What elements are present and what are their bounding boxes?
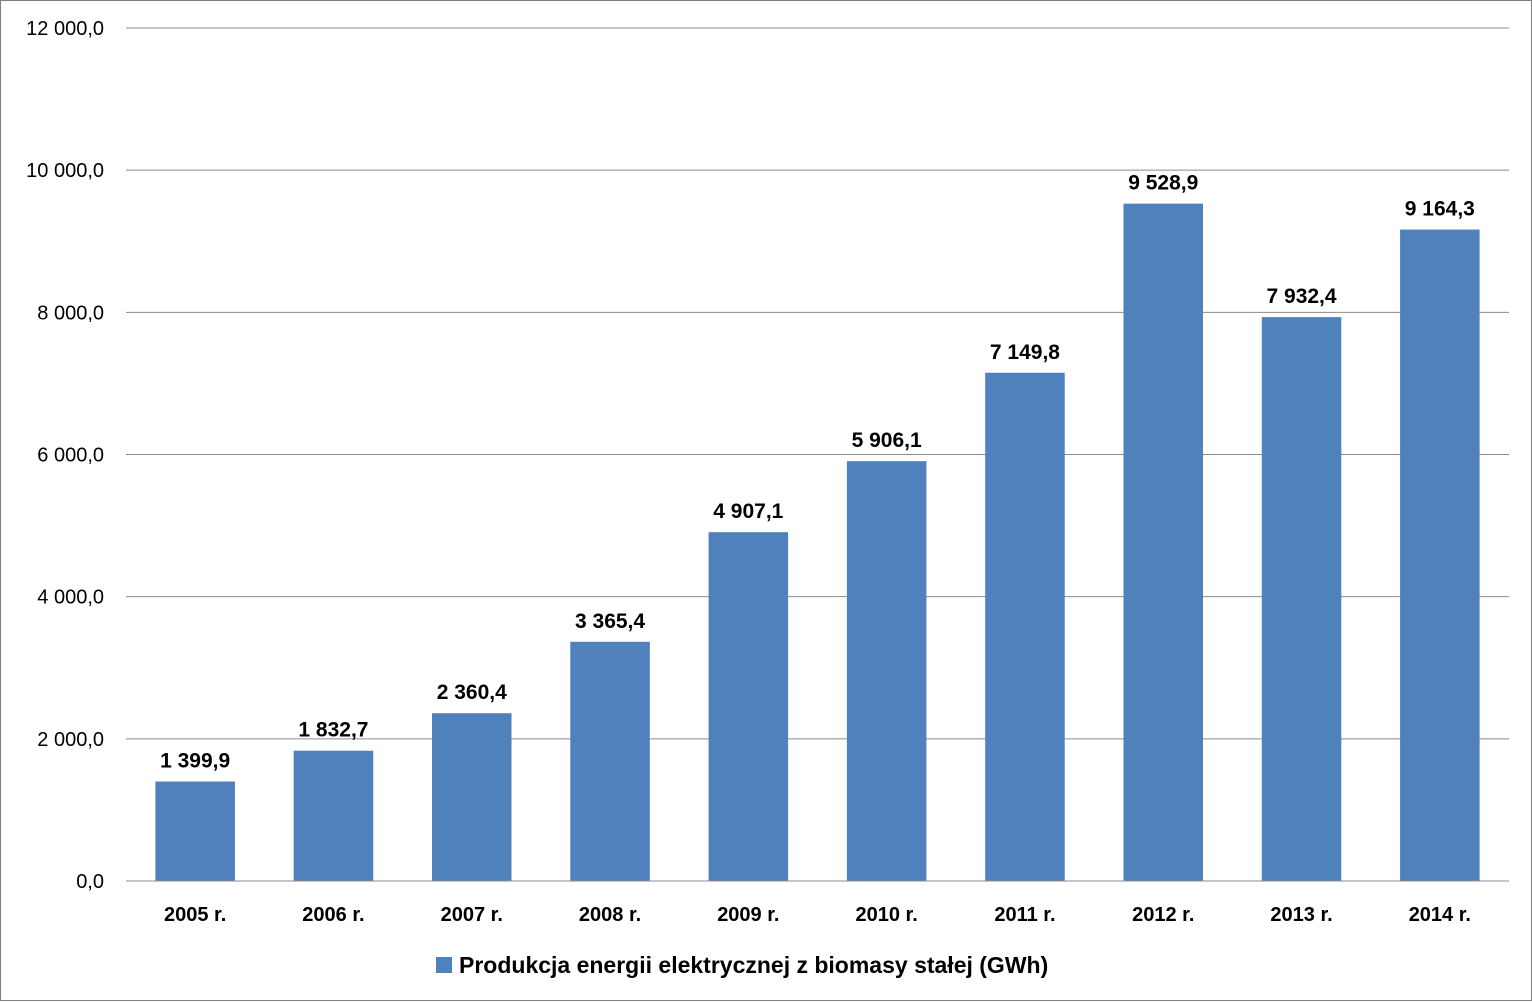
y-tick-label: 0,0	[76, 871, 104, 893]
y-tick-label: 12 000,0	[26, 18, 104, 40]
data-label: 3 365,4	[575, 610, 645, 633]
bar	[846, 461, 927, 881]
legend-label: Produkcja energii elektrycznej z biomasy…	[459, 952, 1048, 978]
x-tick-label: 2011 r.	[994, 904, 1055, 926]
data-labels: 1 399,9 1 832,7 2 360,4 3 365,4 4 907,1 5 906…	[160, 172, 1475, 773]
data-label: 7 932,4	[1267, 285, 1337, 308]
x-tick-label: 2007 r.	[441, 904, 503, 926]
data-label: 9 164,3	[1405, 198, 1475, 221]
y-tick-label: 2 000,0	[37, 729, 104, 751]
data-label: 5 906,1	[852, 429, 922, 452]
x-tick-label: 2012 r.	[1132, 904, 1194, 926]
bar	[155, 781, 235, 881]
data-label: 4 907,1	[713, 500, 783, 523]
y-tick-label: 10 000,0	[26, 160, 104, 182]
y-axis-labels: 0,0 2 000,0 4 000,0 6 000,0 8 000,0 10 000,0 1…	[26, 18, 104, 893]
data-label: 9 528,9	[1128, 172, 1198, 195]
bar	[431, 713, 512, 881]
x-tick-label: 2010 r.	[856, 904, 918, 926]
bar	[1123, 203, 1204, 881]
bar	[570, 641, 650, 881]
x-tick-label: 2009 r.	[717, 904, 779, 926]
bar	[1261, 317, 1342, 882]
x-axis-labels: 2005 r. 2006 r. 2007 r. 2008 r. 2009 r. 2010 …	[164, 904, 1471, 926]
x-tick-label: 2014 r.	[1409, 904, 1471, 926]
bar	[1400, 229, 1480, 881]
bars	[155, 203, 1480, 882]
y-tick-label: 6 000,0	[37, 445, 104, 467]
legend-swatch	[436, 957, 452, 973]
bar	[708, 532, 789, 881]
data-label: 2 360,4	[437, 681, 507, 704]
bar	[985, 372, 1065, 881]
x-tick-label: 2013 r.	[1270, 904, 1332, 926]
data-label: 1 399,9	[160, 749, 230, 772]
bar	[293, 750, 374, 881]
y-tick-label: 4 000,0	[37, 587, 104, 609]
x-tick-label: 2005 r.	[164, 904, 226, 926]
y-tick-label: 8 000,0	[37, 302, 104, 324]
data-label: 7 149,8	[990, 341, 1060, 364]
legend: Produkcja energii elektrycznej z biomasy…	[436, 952, 1048, 978]
data-label: 1 832,7	[298, 719, 368, 742]
x-tick-label: 2006 r.	[302, 904, 364, 926]
x-tick-label: 2008 r.	[579, 904, 641, 926]
